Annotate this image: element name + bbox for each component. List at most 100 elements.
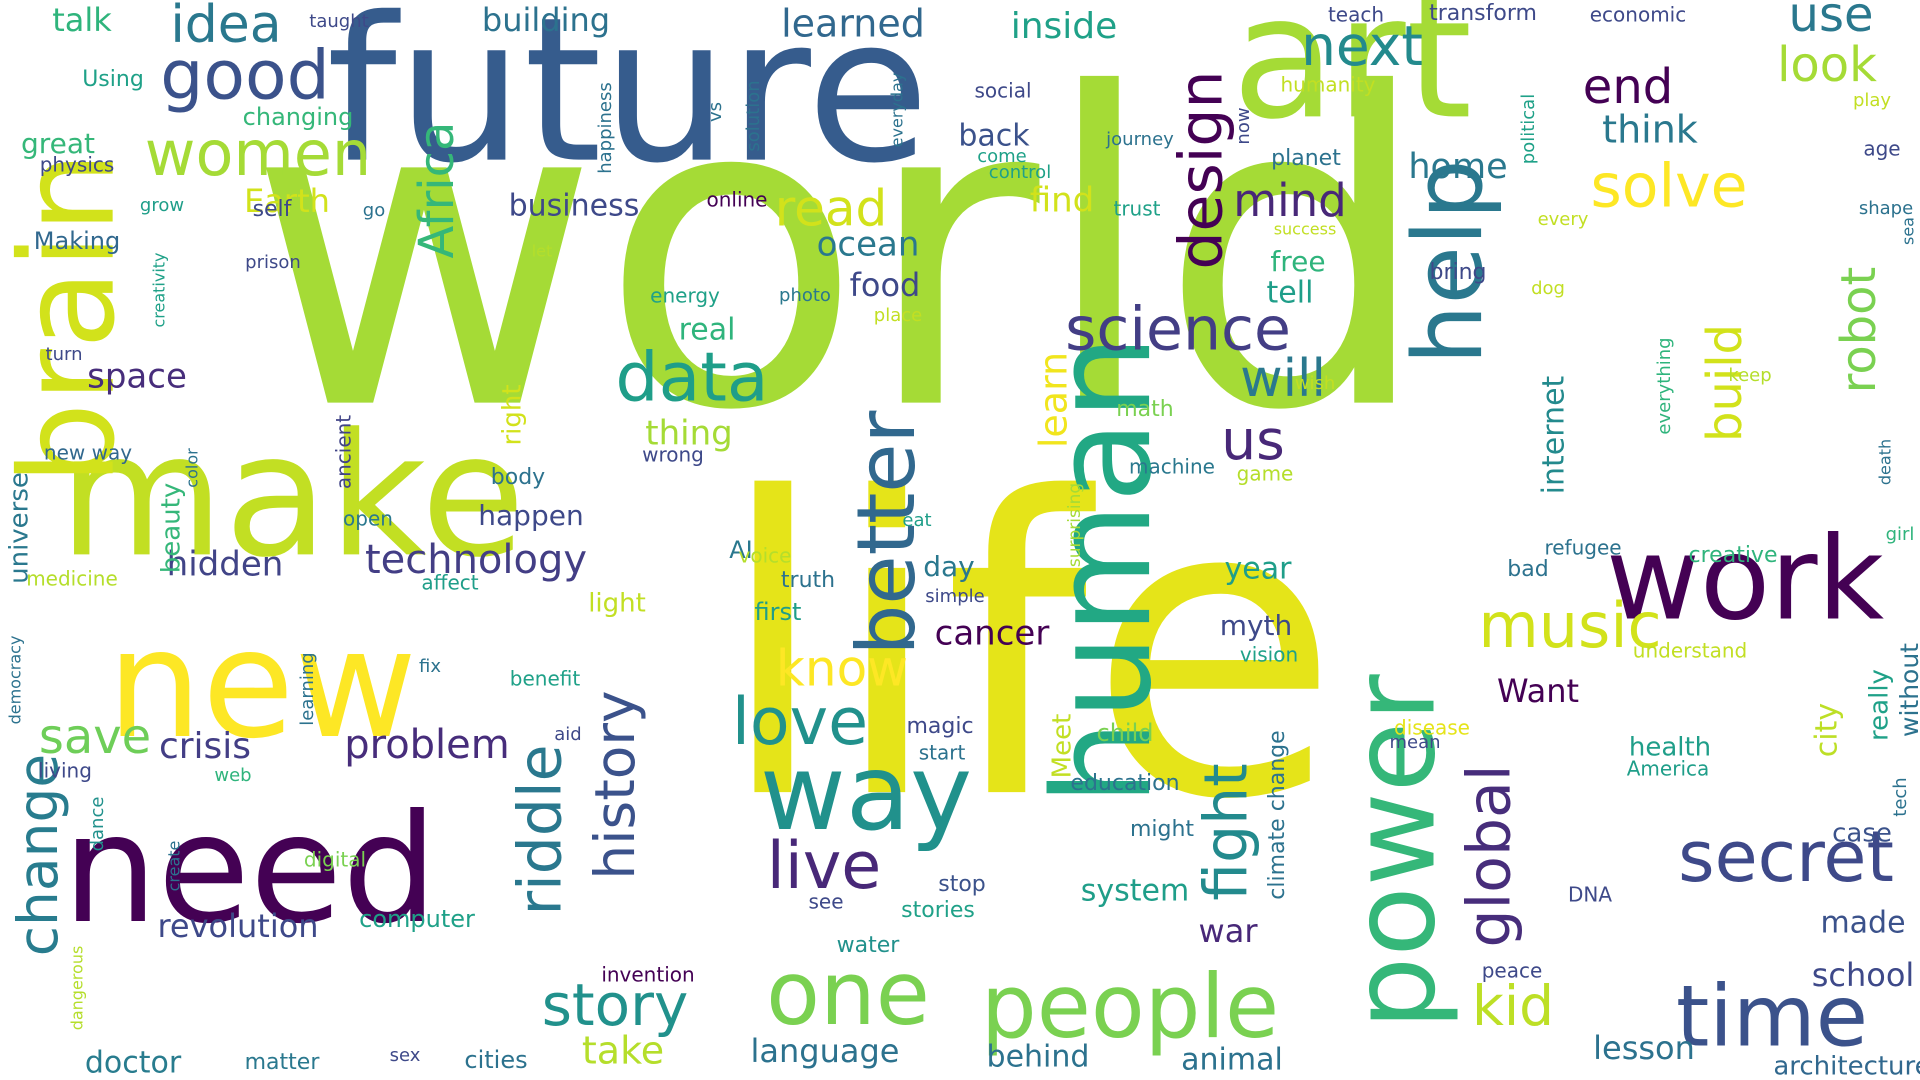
word-africa: Africa (409, 122, 465, 259)
word-revolution: revolution (157, 907, 318, 945)
word-mind: mind (1233, 174, 1346, 227)
word-start: start (919, 741, 966, 765)
word-self: self (253, 197, 293, 222)
word-read: read (775, 180, 888, 238)
word-life: life (716, 411, 1340, 889)
word-inside: inside (1011, 6, 1118, 47)
word-go: go (363, 200, 385, 221)
word-vision: vision (1240, 643, 1298, 667)
word-climate-change: climate change (1265, 730, 1290, 899)
word-disease: disease (1394, 716, 1470, 740)
word-might: might (1130, 817, 1194, 842)
word-design: design (1167, 70, 1237, 269)
word-earth: Earth (244, 182, 330, 220)
word-dna: DNA (1568, 883, 1612, 907)
word-energy: energy (650, 284, 720, 308)
word-really: really (1865, 669, 1895, 741)
word-great: great (21, 127, 95, 160)
word-myth: myth (1220, 609, 1293, 642)
word-online: online (706, 188, 767, 212)
word-help: help (1394, 159, 1504, 364)
word-game: game (1237, 462, 1294, 486)
word-right: right (498, 384, 528, 445)
word-digital: digital (304, 848, 366, 872)
word-power: power (1328, 674, 1462, 1030)
word-dog: dog (1531, 278, 1565, 299)
word-cancer: cancer (935, 614, 1050, 654)
word-next: next (1301, 14, 1423, 78)
word-prison: prison (245, 252, 301, 273)
word-talk: talk (52, 1, 112, 39)
word-sea: sea (1899, 217, 1918, 245)
word-will: will (1240, 349, 1326, 409)
word-secret: secret (1678, 816, 1894, 898)
word-education: education (1070, 771, 1179, 796)
word-live: live (767, 829, 882, 904)
word-creative: creative (1689, 543, 1778, 568)
word-story: story (542, 971, 689, 1039)
word-computer: computer (359, 905, 475, 933)
word-open: open (343, 507, 393, 531)
word-voice: voice (739, 544, 792, 568)
word-refugee: refugee (1544, 536, 1621, 560)
word-history: history (583, 690, 647, 879)
word-happen: happen (478, 499, 583, 532)
word-architecture: architecture (1773, 1052, 1920, 1080)
word-play: play (1853, 90, 1891, 111)
word-need: need (63, 783, 438, 957)
word-creativity: creativity (150, 252, 169, 327)
word-living: living (38, 759, 92, 783)
word-grow: grow (140, 195, 184, 216)
word-music: music (1478, 589, 1661, 662)
word-lesson: lesson (1593, 1029, 1695, 1067)
word-future: future (326, 0, 929, 208)
word-made: made (1820, 906, 1905, 941)
word-benefit: benefit (510, 667, 581, 691)
word-affect: affect (421, 571, 478, 595)
word-happiness: happiness (595, 82, 616, 174)
word-photo: photo (779, 285, 831, 306)
word-transform: transform (1429, 1, 1537, 26)
word-learning: learning (297, 652, 318, 725)
word-art: art (1232, 0, 1473, 157)
word-economic: economic (1590, 3, 1686, 27)
word-time: time (1676, 967, 1868, 1066)
word-women: women (145, 117, 371, 190)
word-truth: truth (781, 568, 835, 593)
word-kid: kid (1472, 974, 1554, 1038)
word-want: Want (1497, 672, 1579, 710)
word-day: day (923, 550, 975, 583)
word-vs: vs (705, 102, 726, 122)
word-know: know (776, 640, 908, 698)
word-death: death (1876, 439, 1895, 485)
word-space: space (87, 357, 187, 397)
word-body: body (491, 465, 545, 490)
word-idea: idea (170, 0, 281, 55)
word-problem: problem (344, 722, 510, 768)
word-look: look (1777, 37, 1877, 93)
word-school: school (1812, 956, 1915, 994)
word-peace: peace (1482, 959, 1543, 983)
word-home: home (1408, 147, 1507, 187)
word-medicine: medicine (26, 567, 118, 591)
word-journey: journey (1105, 129, 1174, 150)
word-solve: solve (1590, 152, 1747, 222)
word-health: health (1629, 733, 1711, 763)
word-riddle: riddle (506, 744, 576, 915)
word-machine: machine (1129, 455, 1215, 479)
word-fix: fix (419, 656, 441, 677)
word-meet: Meet (1048, 714, 1078, 779)
word-every: every (1538, 209, 1589, 230)
word-understand: understand (1633, 639, 1747, 663)
word-technology: technology (365, 537, 587, 583)
word-behind: behind (987, 1040, 1090, 1075)
word-shape: shape (1859, 198, 1913, 219)
word-dance: dance (87, 797, 108, 852)
word-world: world (248, 5, 1432, 505)
word-war: war (1199, 912, 1259, 950)
word-light: light (588, 589, 646, 619)
word-simple: simple (925, 586, 984, 607)
word-system: system (1081, 874, 1189, 909)
word-doctor: doctor (85, 1046, 182, 1080)
